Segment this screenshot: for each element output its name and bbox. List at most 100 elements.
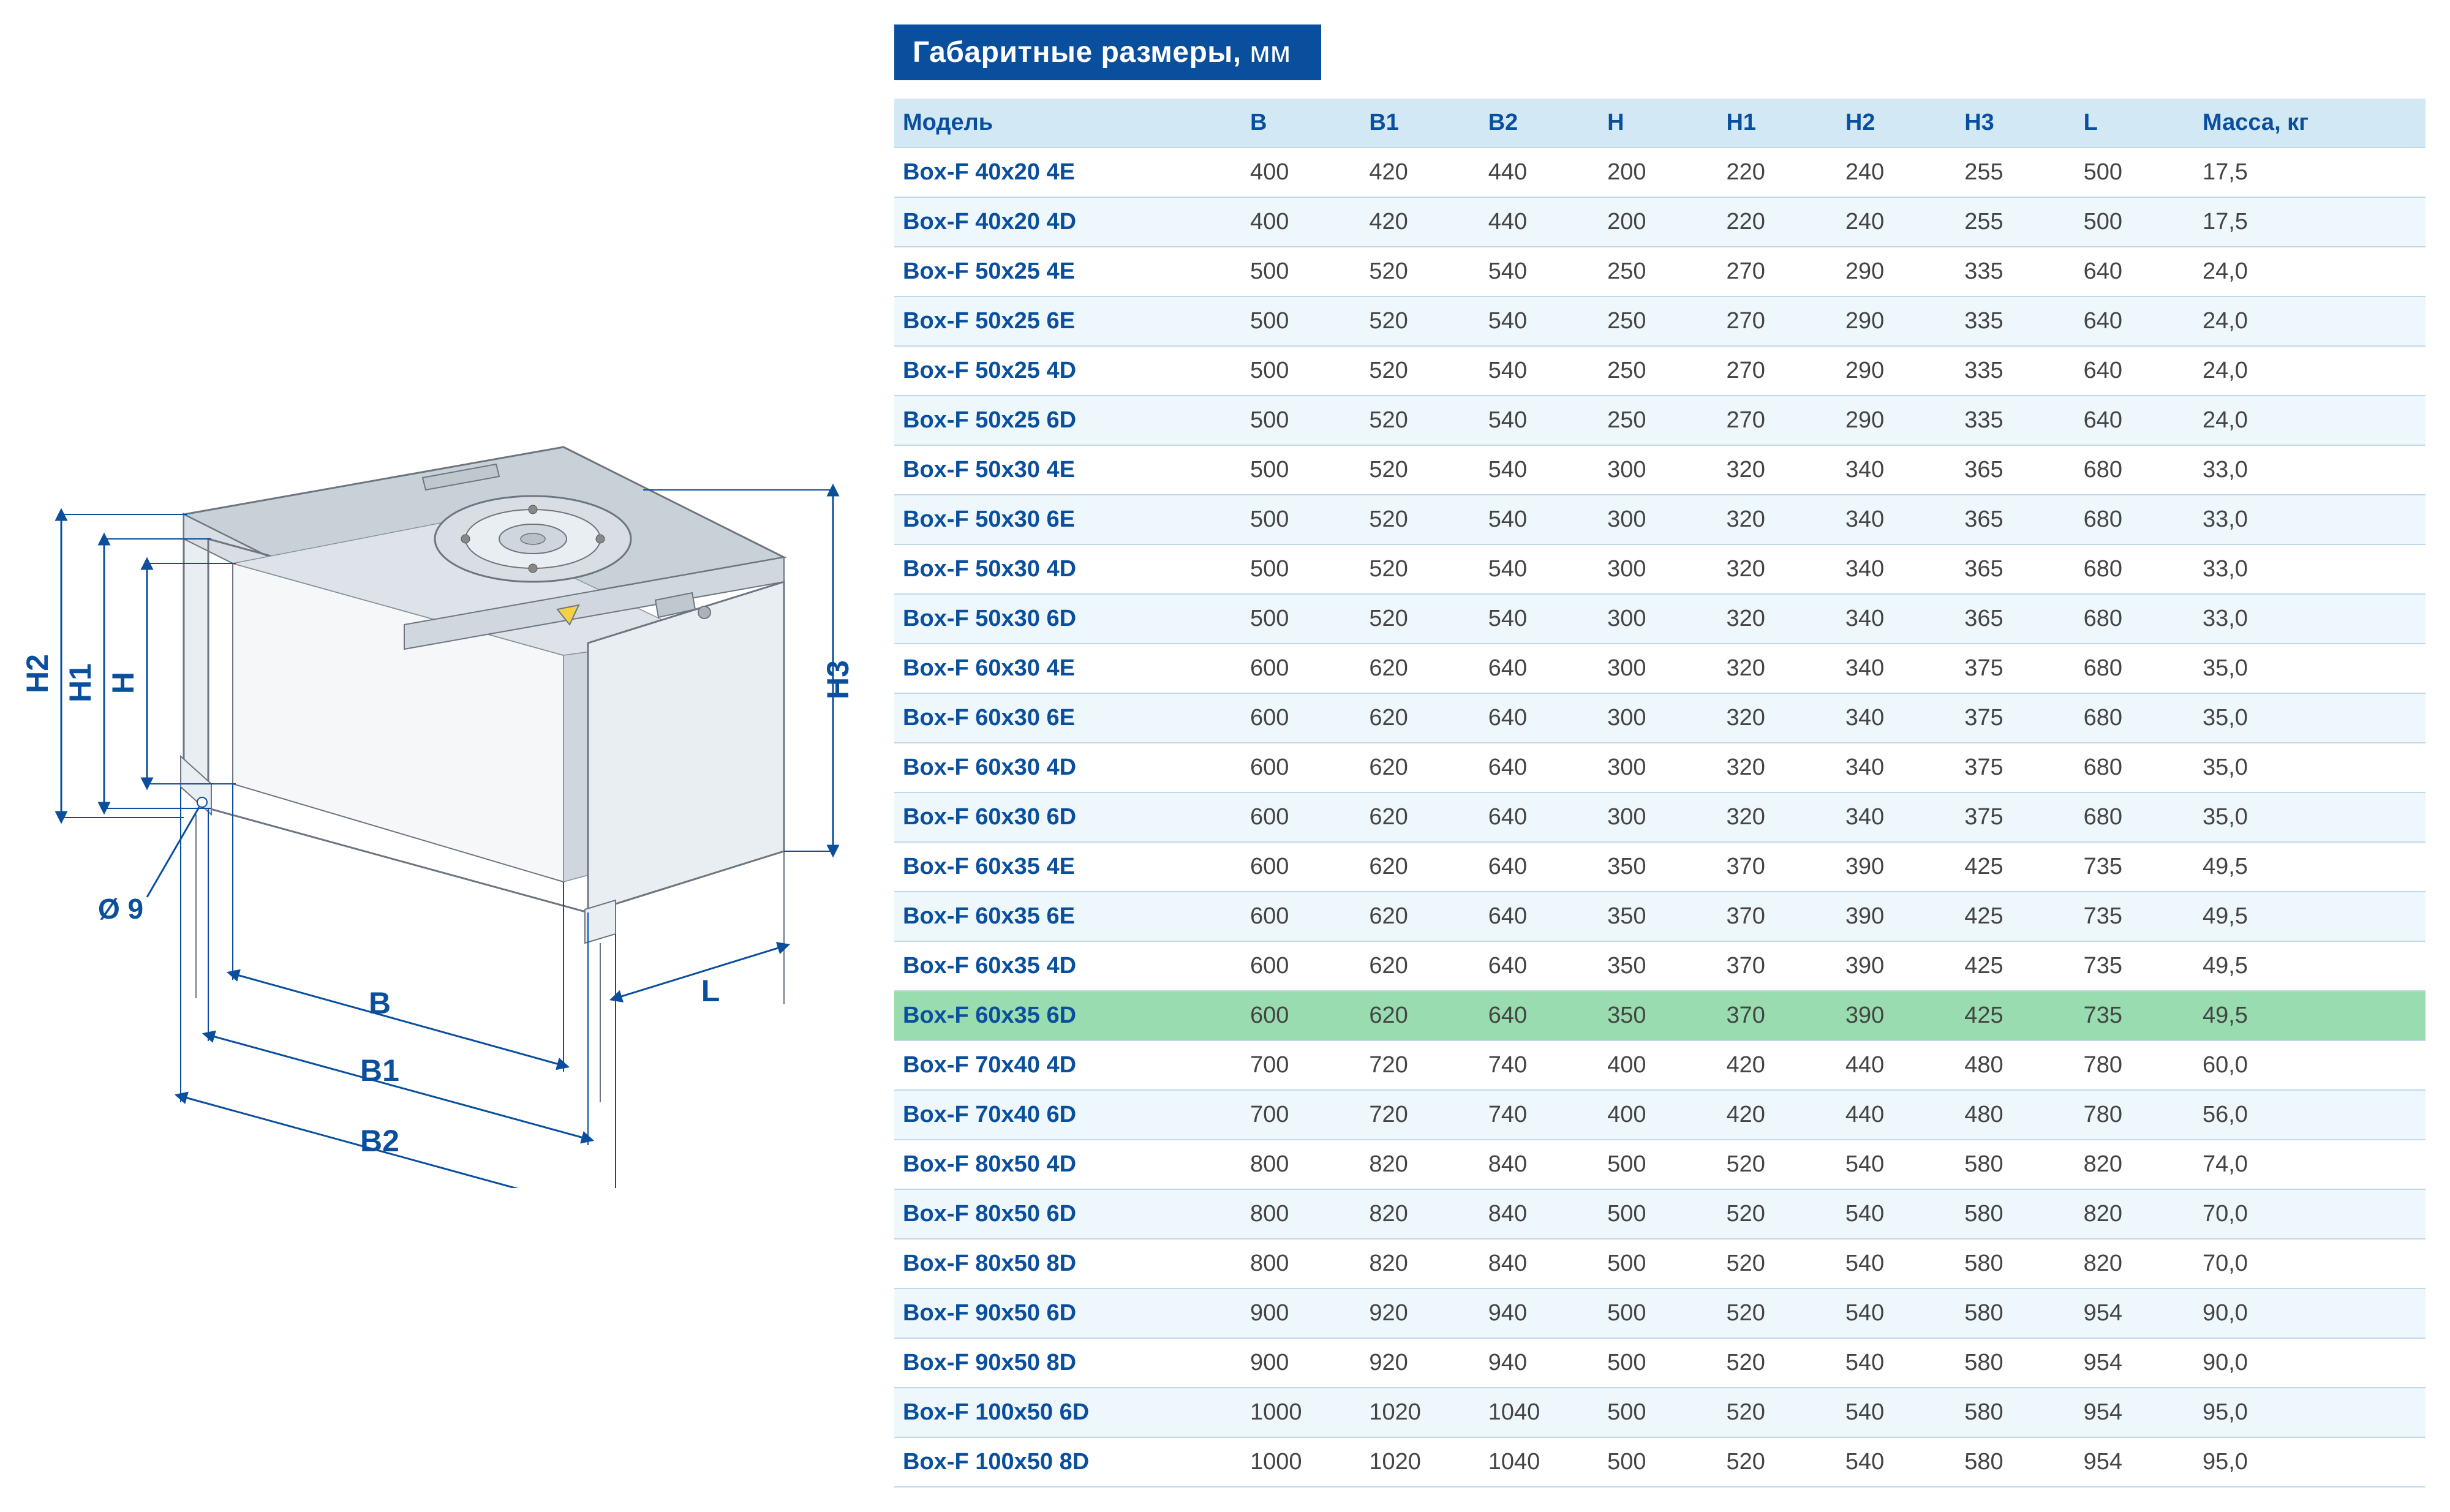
value-cell: 954 xyxy=(2075,1338,2194,1388)
value-cell: 520 xyxy=(1717,1189,1836,1239)
value-cell: 70,0 xyxy=(2194,1239,2426,1288)
svg-text:L: L xyxy=(701,974,720,1008)
value-cell: 520 xyxy=(1360,396,1479,445)
value-cell: 580 xyxy=(1956,1189,2075,1239)
value-cell: 425 xyxy=(1956,842,2075,892)
value-cell: 620 xyxy=(1360,792,1479,842)
value-cell: 420 xyxy=(1717,1090,1836,1140)
value-cell: 500 xyxy=(1242,544,1360,594)
value-cell: 640 xyxy=(1480,693,1599,743)
svg-text:B1: B1 xyxy=(360,1053,399,1088)
title-main: Габаритные размеры, xyxy=(913,36,1242,69)
value-cell: 500 xyxy=(1599,1437,1717,1487)
value-cell: 370 xyxy=(1717,842,1836,892)
value-cell: 680 xyxy=(2075,495,2194,544)
value-cell: 350 xyxy=(1599,941,1717,991)
value-cell: 350 xyxy=(1599,991,1717,1040)
value-cell: 640 xyxy=(2075,346,2194,396)
value-cell: 240 xyxy=(1837,148,1956,197)
value-cell: 640 xyxy=(1480,644,1599,693)
model-cell: Box-F 50x30 6D xyxy=(894,594,1242,644)
value-cell: 500 xyxy=(1242,396,1360,445)
table-row: Box-F 50x25 6E50052054025027029033564024… xyxy=(894,296,2426,346)
model-cell: Box-F 80x50 8D xyxy=(894,1239,1242,1288)
table-header-cell: Модель xyxy=(894,99,1242,148)
table-row: Box-F 60x30 4E60062064030032034037568035… xyxy=(894,644,2426,693)
model-cell: Box-F 70x40 4D xyxy=(894,1040,1242,1090)
value-cell: 340 xyxy=(1837,792,1956,842)
svg-text:B: B xyxy=(369,986,391,1020)
table-row: Box-F 70x40 6D70072074040042044048078056… xyxy=(894,1090,2426,1140)
value-cell: 640 xyxy=(1480,941,1599,991)
value-cell: 820 xyxy=(2075,1140,2194,1189)
value-cell: 500 xyxy=(1242,346,1360,396)
value-cell: 735 xyxy=(2075,991,2194,1040)
value-cell: 90,0 xyxy=(2194,1288,2426,1338)
value-cell: 520 xyxy=(1717,1338,1836,1388)
value-cell: 290 xyxy=(1837,247,1956,296)
value-cell: 365 xyxy=(1956,445,2075,495)
value-cell: 680 xyxy=(2075,792,2194,842)
value-cell: 500 xyxy=(1599,1140,1717,1189)
table-row: Box-F 50x30 6D50052054030032034036568033… xyxy=(894,594,2426,644)
value-cell: 520 xyxy=(1360,296,1479,346)
table-row: Box-F 90x50 8D90092094050052054058095490… xyxy=(894,1338,2426,1388)
value-cell: 954 xyxy=(2075,1288,2194,1338)
value-cell: 520 xyxy=(1360,247,1479,296)
model-cell: Box-F 60x35 6D xyxy=(894,991,1242,1040)
svg-text:H3: H3 xyxy=(821,660,855,699)
table-row: Box-F 40x20 4E40042044020022024025550017… xyxy=(894,148,2426,197)
value-cell: 390 xyxy=(1837,991,1956,1040)
value-cell: 640 xyxy=(1480,743,1599,792)
value-cell: 540 xyxy=(1837,1288,1956,1338)
value-cell: 440 xyxy=(1480,197,1599,247)
table-row: Box-F 50x30 6E50052054030032034036568033… xyxy=(894,495,2426,544)
value-cell: 335 xyxy=(1956,247,2075,296)
value-cell: 540 xyxy=(1480,544,1599,594)
value-cell: 540 xyxy=(1480,346,1599,396)
value-cell: 24,0 xyxy=(2194,396,2426,445)
value-cell: 425 xyxy=(1956,941,2075,991)
value-cell: 640 xyxy=(1480,792,1599,842)
value-cell: 420 xyxy=(1717,1040,1836,1090)
value-cell: 335 xyxy=(1956,296,2075,346)
value-cell: 580 xyxy=(1956,1388,2075,1437)
value-cell: 74,0 xyxy=(2194,1140,2426,1189)
value-cell: 33,0 xyxy=(2194,594,2426,644)
table-header-cell: H3 xyxy=(1956,99,2075,148)
value-cell: 540 xyxy=(1837,1140,1956,1189)
value-cell: 320 xyxy=(1717,495,1836,544)
value-cell: 400 xyxy=(1242,148,1360,197)
value-cell: 735 xyxy=(2075,941,2194,991)
table-row: Box-F 50x30 4D50052054030032034036568033… xyxy=(894,544,2426,594)
svg-text:H2: H2 xyxy=(24,654,55,693)
value-cell: 780 xyxy=(2075,1040,2194,1090)
value-cell: 300 xyxy=(1599,594,1717,644)
value-cell: 350 xyxy=(1599,842,1717,892)
value-cell: 500 xyxy=(1242,296,1360,346)
value-cell: 90,0 xyxy=(2194,1338,2426,1388)
value-cell: 620 xyxy=(1360,743,1479,792)
model-cell: Box-F 100x50 6D xyxy=(894,1388,1242,1437)
value-cell: 35,0 xyxy=(2194,792,2426,842)
value-cell: 340 xyxy=(1837,644,1956,693)
model-cell: Box-F 40x20 4E xyxy=(894,148,1242,197)
value-cell: 720 xyxy=(1360,1040,1479,1090)
table-row: Box-F 50x25 4D50052054025027029033564024… xyxy=(894,346,2426,396)
value-cell: 520 xyxy=(1717,1388,1836,1437)
value-cell: 700 xyxy=(1242,1040,1360,1090)
value-cell: 320 xyxy=(1717,743,1836,792)
value-cell: 300 xyxy=(1599,544,1717,594)
value-cell: 780 xyxy=(2075,1090,2194,1140)
dimension-diagram: Ø 9 B B1 B2 L H xyxy=(24,24,858,1188)
value-cell: 340 xyxy=(1837,594,1956,644)
value-cell: 340 xyxy=(1837,544,1956,594)
table-row: Box-F 90x50 6D90092094050052054058095490… xyxy=(894,1288,2426,1338)
value-cell: 680 xyxy=(2075,644,2194,693)
value-cell: 540 xyxy=(1837,1338,1956,1388)
value-cell: 700 xyxy=(1242,1090,1360,1140)
value-cell: 500 xyxy=(1242,495,1360,544)
model-cell: Box-F 50x25 6E xyxy=(894,296,1242,346)
value-cell: 540 xyxy=(1480,396,1599,445)
table-row: Box-F 80x50 6D80082084050052054058082070… xyxy=(894,1189,2426,1239)
